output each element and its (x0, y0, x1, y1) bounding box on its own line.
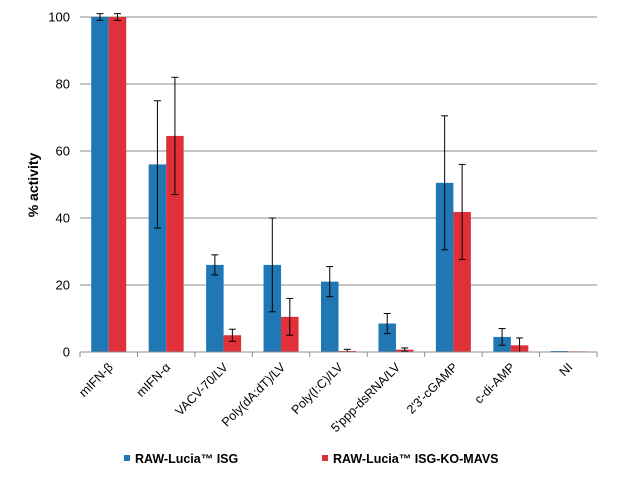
category-label: NI (557, 360, 576, 379)
bar (321, 281, 339, 352)
legend-swatch (322, 455, 328, 461)
bar (435, 182, 454, 352)
category-label: mIFN-β (76, 360, 116, 400)
legend-label: RAW-Lucia™ ISG-KO-MAVS (333, 452, 499, 466)
bar (166, 135, 184, 352)
bar (453, 211, 471, 352)
category-label: Poly(I:C)/LV (289, 360, 346, 417)
y-tick-label: 100 (48, 10, 70, 25)
bar (550, 350, 569, 352)
y-tick-label: 80 (56, 77, 70, 92)
category-label: 2'3'-cGAMP (404, 360, 461, 417)
y-tick-label: 0 (63, 345, 70, 360)
bar (108, 17, 127, 352)
category-label: mIFN-α (134, 360, 174, 400)
y-axis-title: % activity (25, 152, 41, 217)
category-label: c-di-AMP (472, 360, 518, 406)
legend-swatch (124, 455, 130, 461)
y-tick-labels: 0 20 40 60 80 100 (48, 10, 70, 360)
y-tick-label: 60 (56, 144, 70, 159)
legend: RAW-Lucia™ ISG RAW-Lucia™ ISG-KO-MAVS (124, 452, 499, 466)
category-label: VACV-70/LV (173, 360, 232, 419)
bar (91, 17, 109, 352)
error-bars (96, 13, 524, 353)
bar-series (91, 17, 586, 352)
y-tick-label: 40 (56, 211, 70, 226)
y-tick-label: 20 (56, 278, 70, 293)
legend-label: RAW-Lucia™ ISG (135, 452, 238, 466)
bar (148, 164, 167, 352)
bar (223, 335, 242, 352)
bar (378, 323, 396, 352)
bar (206, 264, 224, 352)
x-axis (79, 351, 598, 357)
